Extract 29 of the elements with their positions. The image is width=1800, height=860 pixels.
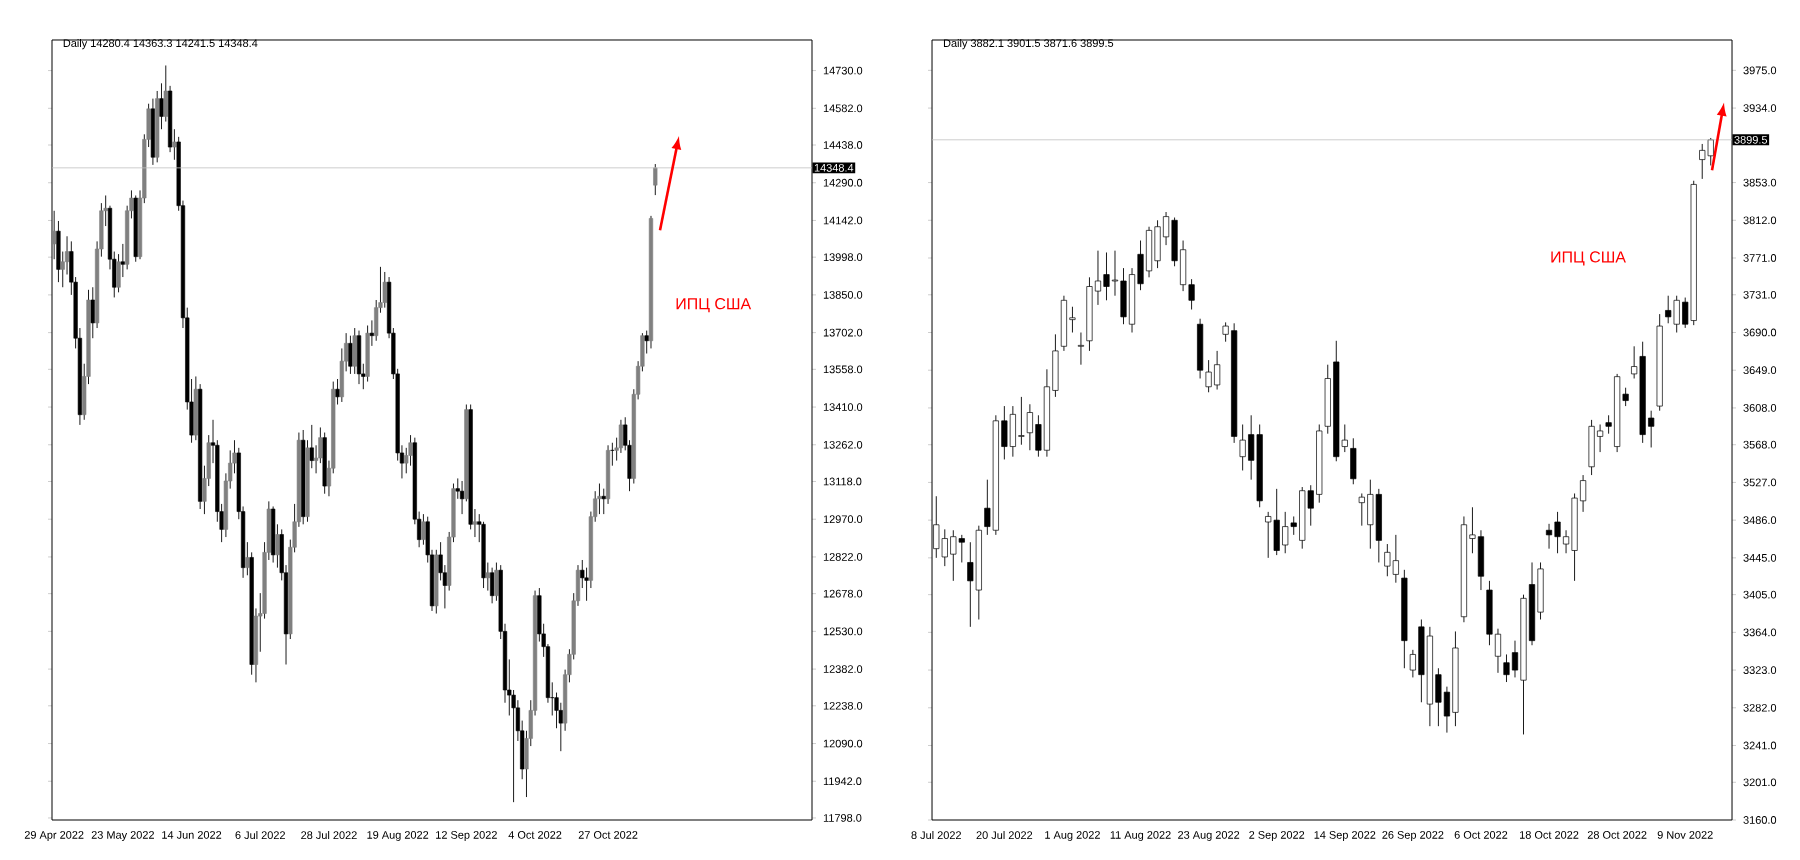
candlestick bbox=[1103, 252, 1110, 301]
candlestick bbox=[1265, 511, 1272, 559]
candlestick bbox=[1077, 332, 1085, 366]
candlestick bbox=[597, 483, 602, 515]
candlestick bbox=[1350, 437, 1357, 485]
candlestick bbox=[356, 330, 362, 385]
candlestick bbox=[618, 419, 624, 454]
candlestick bbox=[1384, 543, 1391, 577]
candlestick bbox=[1665, 295, 1672, 324]
candlestick bbox=[1205, 359, 1212, 393]
candlestick bbox=[271, 506, 276, 563]
candlestick bbox=[1545, 523, 1553, 550]
candlestick bbox=[1375, 488, 1382, 563]
candlestick bbox=[1120, 267, 1127, 325]
candlestick bbox=[1503, 653, 1510, 683]
candlestick bbox=[348, 335, 353, 375]
candlestick bbox=[1588, 419, 1595, 476]
candlestick bbox=[1197, 318, 1204, 379]
candlestick bbox=[1145, 226, 1153, 278]
candlestick bbox=[490, 567, 495, 604]
candlestick bbox=[1154, 219, 1161, 269]
candlestick bbox=[958, 534, 965, 563]
candlestick bbox=[1477, 529, 1485, 591]
candlestick bbox=[365, 325, 370, 383]
candlestick bbox=[1707, 137, 1714, 166]
candlestick bbox=[653, 163, 658, 196]
candlestick bbox=[1699, 143, 1706, 180]
candlestick bbox=[1554, 511, 1561, 554]
candlestick bbox=[1392, 534, 1399, 584]
